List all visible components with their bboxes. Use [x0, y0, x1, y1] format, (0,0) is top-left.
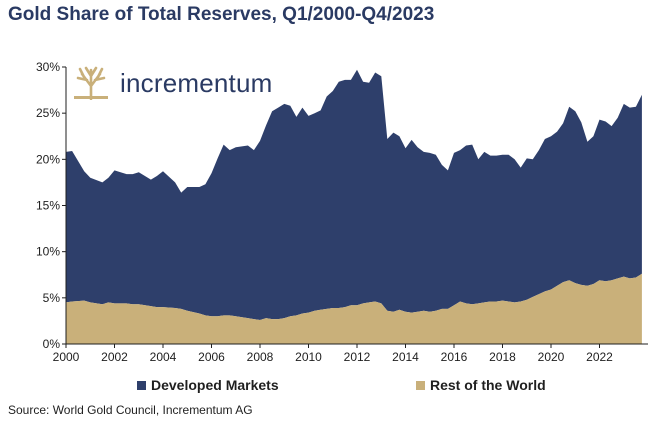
y-tick-label: 10%	[36, 245, 60, 259]
legend: Developed Markets Rest of the World	[0, 375, 655, 397]
x-tick-label: 2018	[489, 350, 516, 364]
incrementum-logo: incrementum	[72, 66, 272, 100]
tree-icon	[74, 66, 108, 100]
y-tick-label: 15%	[36, 199, 60, 213]
x-tick-label: 2016	[441, 350, 468, 364]
area-chart: 0% 5% 10% 15% 20% 25% 30% 2000 2002 2004 2006 2008 2…	[36, 60, 648, 364]
x-tick-label: 2020	[538, 350, 565, 364]
x-tick-label: 2004	[150, 350, 177, 364]
logo-wordmark: incrementum	[120, 67, 273, 98]
legend-label-developed: Developed Markets	[151, 377, 279, 393]
x-tick-label: 2008	[247, 350, 274, 364]
area-rest-of-world	[66, 273, 642, 344]
x-tick-label: 2010	[295, 350, 322, 364]
y-tick-label: 20%	[36, 152, 60, 166]
source-note: Source: World Gold Council, Incrementum …	[8, 403, 253, 417]
x-tick-label: 2014	[392, 350, 419, 364]
x-tick-label: 2022	[586, 350, 613, 364]
x-tick-label: 2000	[53, 350, 80, 364]
legend-swatch-developed	[137, 380, 146, 390]
area-developed-markets	[66, 69, 642, 320]
y-tick-label: 30%	[36, 60, 60, 74]
legend-label-rest: Rest of the World	[430, 377, 546, 393]
legend-item-developed-markets: Developed Markets	[137, 377, 279, 393]
chart-title: Gold Share of Total Reserves, Q1/2000-Q4…	[8, 4, 435, 25]
y-tick-label: 25%	[36, 106, 60, 120]
legend-swatch-rest	[416, 380, 425, 390]
legend-item-rest-of-world: Rest of the World	[416, 377, 546, 393]
x-tick-label: 2012	[344, 350, 371, 364]
x-tick-label: 2002	[101, 350, 128, 364]
y-tick-label: 5%	[43, 291, 61, 305]
x-tick-label: 2006	[198, 350, 225, 364]
y-tick-label: 0%	[43, 337, 61, 351]
